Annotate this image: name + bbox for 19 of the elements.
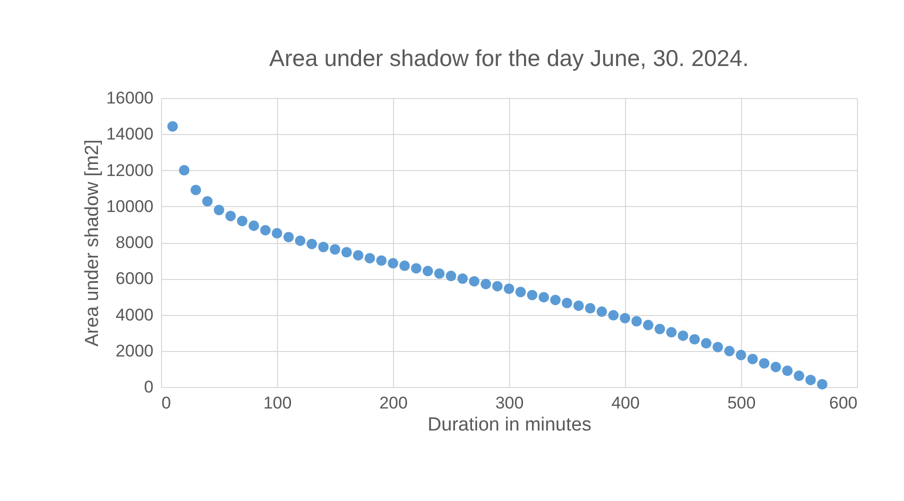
y-tick-label: 10000 bbox=[106, 196, 154, 216]
x-tick-label: 400 bbox=[611, 394, 640, 412]
y-tick-label: 0 bbox=[144, 378, 154, 396]
y-tick-label: 4000 bbox=[116, 305, 154, 324]
x-tick-label: 300 bbox=[495, 394, 524, 412]
x-tick-label: 500 bbox=[727, 394, 756, 412]
x-tick-label: 200 bbox=[379, 394, 408, 412]
x-tick-label: 600 bbox=[829, 394, 858, 412]
y-tick-label: 12000 bbox=[106, 160, 154, 180]
y-tick-label: 2000 bbox=[116, 341, 154, 360]
x-tick-label: 100 bbox=[263, 394, 292, 412]
x-axis-title: Duration in minutes bbox=[428, 414, 592, 436]
chart-title: Area under shadow for the day June, 30. 2024. bbox=[269, 45, 749, 71]
y-tick-label: 6000 bbox=[116, 269, 154, 288]
x-tick-label: 0 bbox=[162, 394, 171, 412]
y-tick-label: 14000 bbox=[106, 124, 154, 144]
y-axis-title: Area under shadow [m2] bbox=[82, 139, 104, 347]
y-tick-label: 16000 bbox=[106, 88, 154, 108]
y-tick-label: 8000 bbox=[116, 233, 154, 252]
